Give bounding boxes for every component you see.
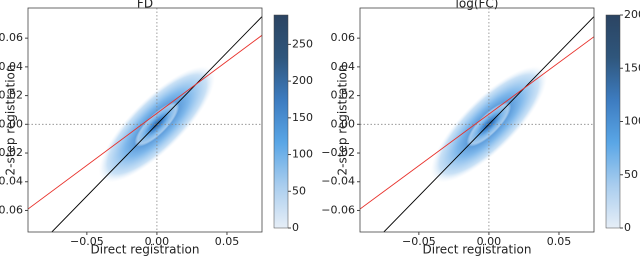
colorbar [273,14,289,229]
y-tick-label: −0.06 [0,203,23,216]
y-tick-label: −0.04 [321,175,355,188]
panel: −0.05 0.00 0.05 −0.06 −0.04 −0.02 0.00 0.02 0.04… [321,0,640,257]
fit-line [383,16,594,232]
y-tick-label: −0.04 [0,175,23,188]
y-tick-label: 0.02 [331,89,356,102]
y-tick-label: 0.04 [0,60,23,73]
fit-line [28,34,262,210]
colorbar-tick-label: 150 [292,111,313,124]
colorbar-tick-label: 100 [624,115,640,128]
colorbar-tick-label: 200 [292,74,313,87]
axes-frame [27,7,263,233]
y-tick-label: −0.02 [321,146,355,159]
y-axis-label: 2-step registration [4,65,18,176]
y-tick-label: −0.02 [0,146,23,159]
chart-title: log(FC) [456,0,499,11]
colorbar [605,14,621,229]
x-tick-label: 0.05 [215,235,240,248]
y-tick-label: 0.04 [331,60,356,73]
colorbar-tick-label: 0 [292,221,299,234]
chart-title: FD [137,0,153,11]
colorbar-tick-label: 200 [624,8,640,21]
x-tick-label: −0.05 [70,235,104,248]
y-tick-label: 0.00 [0,117,23,130]
y-tick-label: 0.06 [331,31,356,44]
x-tick-label: −0.05 [402,235,436,248]
colorbar-tick-label: 50 [624,168,638,181]
fit-line [51,16,262,232]
x-tick-label: 0.00 [477,235,502,248]
axes-frame [359,7,595,233]
colorbar-tick-label: 250 [292,37,313,50]
panel: −0.05 0.00 0.05 −0.06 −0.04 −0.02 0.00 0.02 0.04… [0,0,313,257]
colorbar-tick-label: 150 [624,61,640,74]
fit-line [360,36,594,210]
y-tick-label: 0.06 [0,31,23,44]
colorbar-tick-label: 50 [292,184,306,197]
y-tick-label: −0.06 [321,203,355,216]
colorbar-tick-label: 0 [624,221,631,234]
x-tick-label: 0.05 [547,235,572,248]
x-tick-label: 0.00 [145,235,170,248]
y-tick-label: 0.00 [331,117,356,130]
colorbar-tick-label: 100 [292,148,313,161]
y-axis-label: 2-step registration [336,65,350,176]
x-axis-label: Direct registration [91,243,200,257]
y-tick-label: 0.02 [0,89,23,102]
x-axis-label: Direct registration [423,243,532,257]
